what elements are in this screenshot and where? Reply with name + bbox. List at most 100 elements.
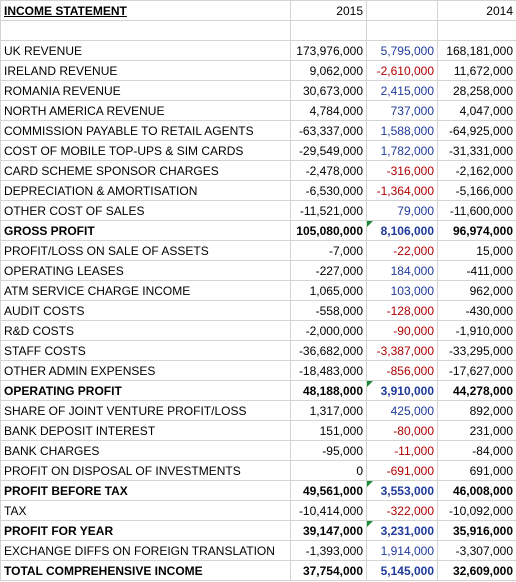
value-2015: 37,754,000	[290, 560, 367, 581]
row: COMMISSION PAYABLE TO RETAIL AGENTS -63,3…	[0, 120, 516, 141]
change-value: -80,000	[366, 420, 438, 441]
row: TAX -10,414,000 -322,000 -10,092,000	[0, 500, 516, 521]
row-label: OTHER ADMIN EXPENSES	[0, 360, 291, 381]
row: NORTH AMERICA REVENUE 4,784,000 737,000 4,0…	[0, 100, 516, 121]
row: OPERATING PROFIT 48,188,000 3,910,000 44,27…	[0, 380, 516, 401]
value-2015: 49,561,000	[290, 480, 367, 501]
row: PROFIT/LOSS ON SALE OF ASSETS -7,000 -22,0…	[0, 240, 516, 261]
value-2014: 44,278,000	[437, 380, 516, 401]
row-label: STAFF COSTS	[0, 340, 291, 361]
change-value: -691,000	[366, 460, 438, 481]
value-2014: 46,008,000	[437, 480, 516, 501]
value-2015: -2,000,000	[290, 320, 367, 341]
change-value: 1,914,000	[366, 540, 438, 561]
value-2015: -2,478,000	[290, 160, 367, 181]
change-value: 8,106,000	[366, 220, 438, 241]
row: PROFIT FOR YEAR 39,147,000 3,231,000 35,916…	[0, 520, 516, 541]
change-value: -22,000	[366, 240, 438, 261]
row-label: BANK CHARGES	[0, 440, 291, 461]
row-label: ROMANIA REVENUE	[0, 80, 291, 101]
row: CARD SCHEME SPONSOR CHARGES -2,478,000 -31…	[0, 160, 516, 181]
value-2015: -95,000	[290, 440, 367, 461]
value-2015: -227,000	[290, 260, 367, 281]
value-2015: 151,000	[290, 420, 367, 441]
value-2014: 691,000	[437, 460, 516, 481]
value-2014: -430,000	[437, 300, 516, 321]
row-label: AUDIT COSTS	[0, 300, 291, 321]
value-2014: -17,627,000	[437, 360, 516, 381]
empty-cell	[437, 20, 516, 41]
row: AUDIT COSTS -558,000 -128,000 -430,000	[0, 300, 516, 321]
row: ATM SERVICE CHARGE INCOME 1,065,000 103,00…	[0, 280, 516, 301]
row: OTHER ADMIN EXPENSES -18,483,000 -856,000-…	[0, 360, 516, 381]
row-label: TAX	[0, 500, 291, 521]
row-label: UK REVENUE	[0, 40, 291, 61]
value-2014: -411,000	[437, 260, 516, 281]
value-2014: 962,000	[437, 280, 516, 301]
row: OTHER COST OF SALES -11,521,000 79,000 -11,…	[0, 200, 516, 221]
row-label: CARD SCHEME SPONSOR CHARGES	[0, 160, 291, 181]
value-2015: 173,976,000	[290, 40, 367, 61]
value-2015: 1,317,000	[290, 400, 367, 421]
row: TOTAL COMPREHENSIVE INCOME 37,754,000 5,14…	[0, 560, 516, 581]
value-2015: -558,000	[290, 300, 367, 321]
value-2014: -5,166,000	[437, 180, 516, 201]
value-2015: 48,188,000	[290, 380, 367, 401]
value-2014: -3,307,000	[437, 540, 516, 561]
change-value: 184,000	[366, 260, 438, 281]
row: UK REVENUE 173,976,000 5,795,000 168,181,00…	[0, 40, 516, 61]
row: STAFF COSTS -36,682,000 -3,387,000 -33,295,…	[0, 340, 516, 361]
change-value: -90,000	[366, 320, 438, 341]
change-value: -3,387,000	[366, 340, 438, 361]
error-indicator	[367, 521, 373, 527]
error-indicator	[367, 381, 373, 387]
value-2015: 30,673,000	[290, 80, 367, 101]
value-2014: -1,910,000	[437, 320, 516, 341]
row: R&D COSTS -2,000,000 -90,000 -1,910,000	[0, 320, 516, 341]
change-value: -128,000	[366, 300, 438, 321]
value-2015: -1,393,000	[290, 540, 367, 561]
row-label: OPERATING PROFIT	[0, 380, 291, 401]
empty-cell	[0, 20, 291, 41]
value-2014: -31,331,000	[437, 140, 516, 161]
value-2014: 11,672,000	[437, 60, 516, 81]
value-2014: 15,000	[437, 240, 516, 261]
change-value: 3,910,000	[366, 380, 438, 401]
year-header: 2014	[437, 0, 516, 21]
empty-cell	[366, 20, 438, 41]
change-value: -856,000	[366, 360, 438, 381]
row-label: R&D COSTS	[0, 320, 291, 341]
value-2014: 892,000	[437, 400, 516, 421]
year-header: 2015	[290, 0, 367, 21]
value-2015: 39,147,000	[290, 520, 367, 541]
change-value: 79,000	[366, 200, 438, 221]
value-2014: 4,047,000	[437, 100, 516, 121]
title: INCOME STATEMENT	[0, 0, 291, 21]
row: BANK DEPOSIT INTEREST 151,000 -80,000 231,0…	[0, 420, 516, 441]
value-2015: -11,521,000	[290, 200, 367, 221]
value-2014: -33,295,000	[437, 340, 516, 361]
row: SHARE OF JOINT VENTURE PROFIT/LOSS 1,317,…	[0, 400, 516, 421]
row: DEPRECIATION & AMORTISATION -6,530,000 -1,…	[0, 180, 516, 201]
row-label: GROSS PROFIT	[0, 220, 291, 241]
change-value: 2,415,000	[366, 80, 438, 101]
change-value: 425,000	[366, 400, 438, 421]
value-2015: -63,337,000	[290, 120, 367, 141]
row-label: COMMISSION PAYABLE TO RETAIL AGENTS	[0, 120, 291, 141]
value-2014: 35,916,000	[437, 520, 516, 541]
value-2014: -64,925,000	[437, 120, 516, 141]
value-2015: -18,483,000	[290, 360, 367, 381]
row-label: OPERATING LEASES	[0, 260, 291, 281]
row-label: BANK DEPOSIT INTEREST	[0, 420, 291, 441]
value-2014: -84,000	[437, 440, 516, 461]
value-2015: -10,414,000	[290, 500, 367, 521]
value-2015: -6,530,000	[290, 180, 367, 201]
change-value: -1,364,000	[366, 180, 438, 201]
value-2015: 9,062,000	[290, 60, 367, 81]
value-2014: 32,609,000	[437, 560, 516, 581]
row: PROFIT BEFORE TAX 49,561,000 3,553,000 46,0…	[0, 480, 516, 501]
value-2015: 105,080,000	[290, 220, 367, 241]
row-label: EXCHANGE DIFFS ON FOREIGN TRANSLATION	[0, 540, 291, 561]
